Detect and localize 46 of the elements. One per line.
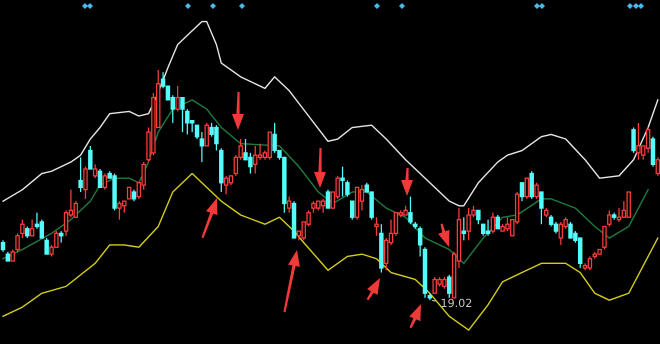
candlestick — [132, 189, 136, 202]
candlestick — [534, 182, 539, 200]
candlestick — [529, 170, 534, 200]
candlestick — [631, 126, 636, 154]
candlestick — [418, 226, 422, 258]
candlestick — [6, 251, 10, 262]
candlestick — [92, 164, 98, 179]
candlestick — [524, 178, 530, 200]
candlestick — [175, 85, 180, 112]
candlestick — [520, 182, 524, 202]
candlestick — [374, 216, 379, 236]
candlestick — [340, 166, 345, 198]
candlestick — [102, 172, 108, 190]
candlestick — [0, 240, 6, 252]
candlestick — [602, 226, 607, 250]
candlestick — [78, 156, 83, 193]
candlestick — [180, 96, 185, 133]
candlestick — [607, 210, 612, 228]
candlestick — [496, 214, 500, 230]
candlestick — [10, 248, 15, 262]
candlestick — [44, 237, 49, 255]
candlestick — [345, 180, 350, 198]
candlestick — [544, 207, 548, 218]
candlestick — [20, 218, 25, 239]
candlestick — [200, 131, 204, 163]
candlestick — [350, 200, 354, 220]
candlestick — [194, 124, 200, 140]
candlestick — [462, 216, 466, 241]
candlestick — [476, 210, 481, 225]
candlestick — [490, 212, 496, 234]
candlestick — [408, 196, 413, 225]
candlestick — [83, 166, 88, 200]
candlestick — [447, 274, 452, 299]
candlestick — [656, 156, 660, 176]
annotation: 19.02 — [442, 298, 472, 308]
candlestick — [126, 186, 132, 200]
candlestick — [539, 191, 544, 225]
candlestick — [98, 168, 102, 188]
candlestick — [88, 145, 93, 170]
candlestick — [286, 196, 292, 214]
candlestick — [204, 122, 209, 147]
candlestick — [15, 232, 20, 252]
candlestick — [58, 230, 64, 244]
candlestick — [25, 226, 30, 239]
candlestick — [326, 189, 330, 209]
candlestick — [30, 218, 34, 236]
